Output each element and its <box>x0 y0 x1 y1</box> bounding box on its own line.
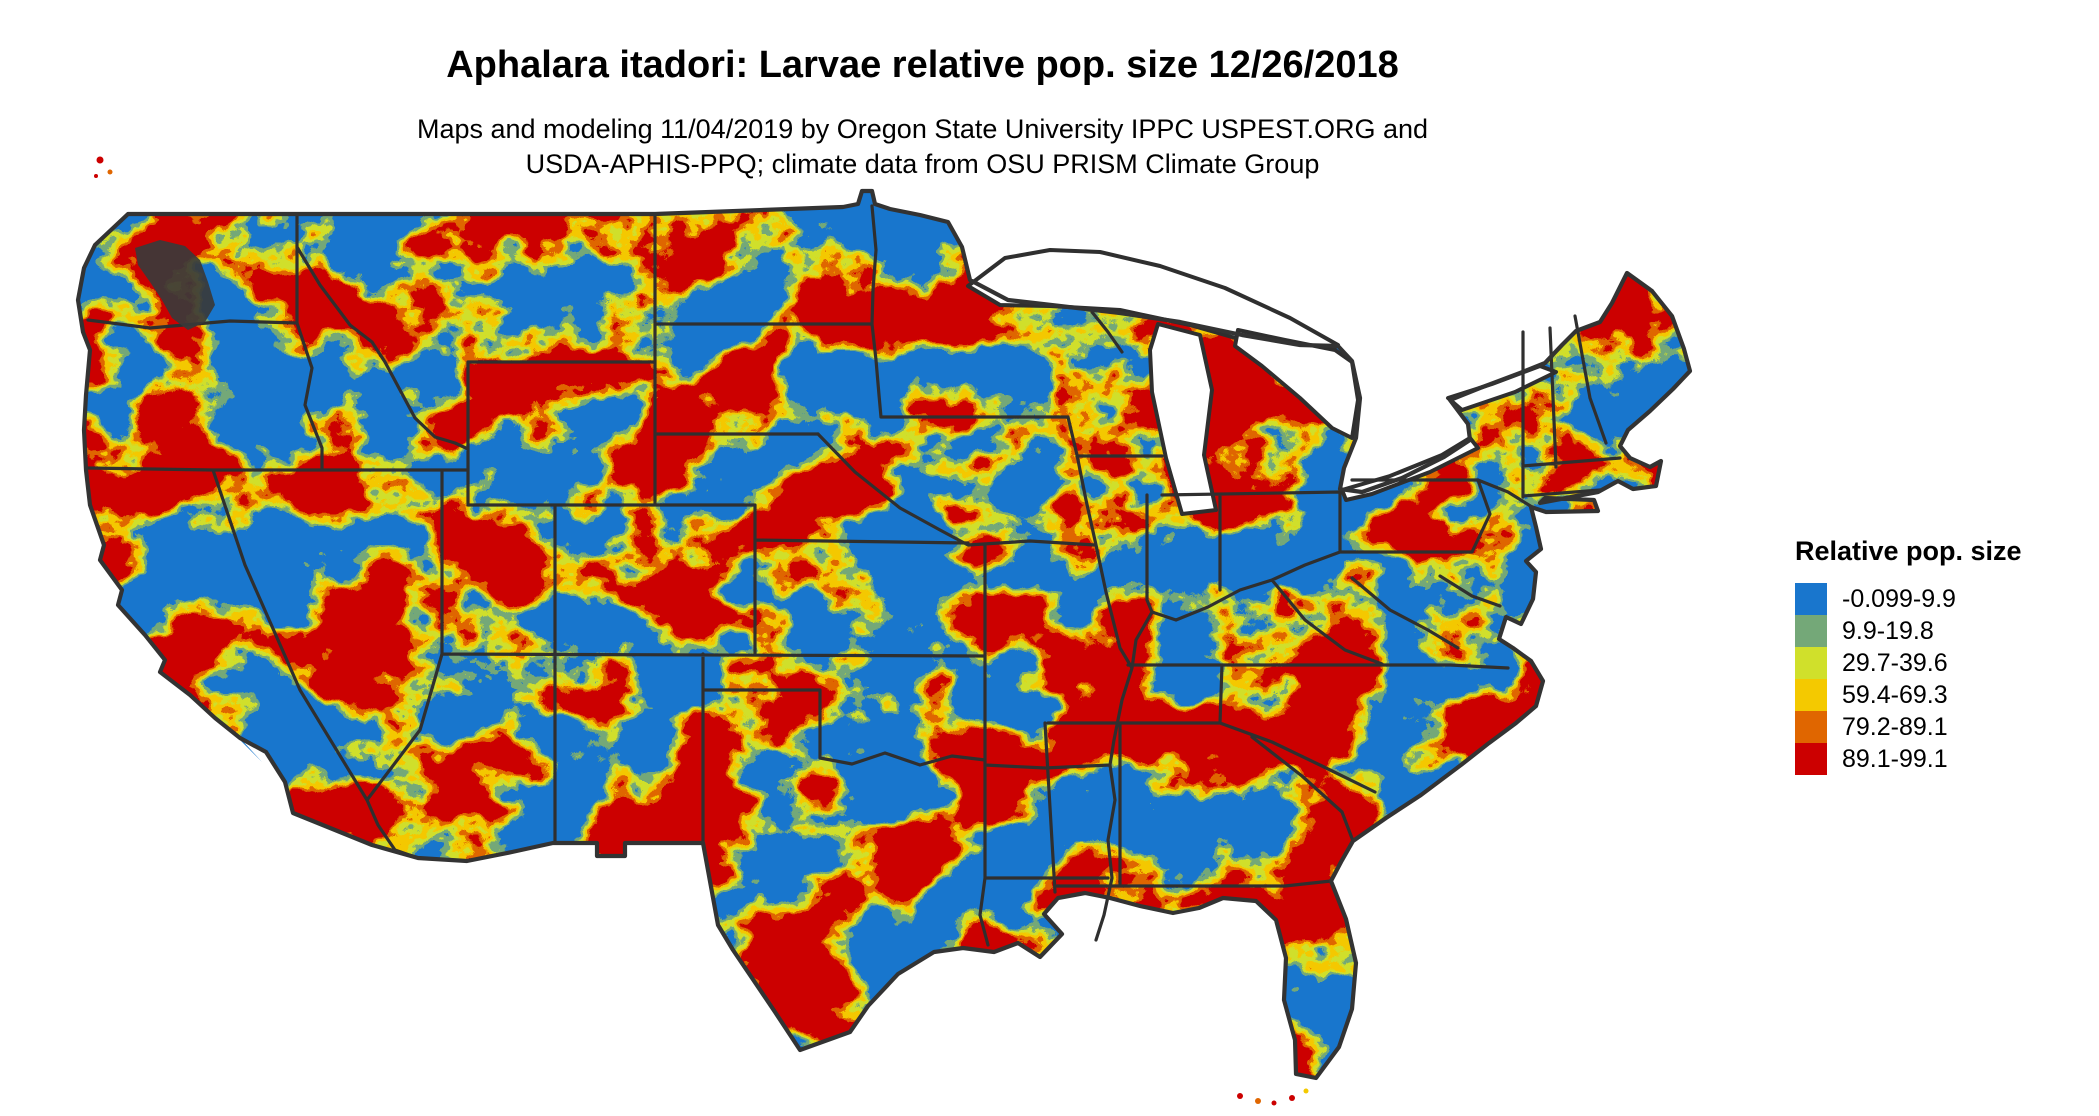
legend-label: 29.7-39.6 <box>1842 648 1948 677</box>
legend-swatch <box>1795 743 1827 775</box>
legend-swatch <box>1795 647 1827 679</box>
offshore-specks <box>94 156 1309 1106</box>
legend-label: 79.2-89.1 <box>1842 712 1948 741</box>
legend-swatch <box>1795 711 1827 743</box>
legend-swatch <box>1795 679 1827 711</box>
legend-label: 9.9-19.8 <box>1842 616 1934 645</box>
legend-item: 29.7-39.6 <box>1795 647 2022 679</box>
lake-michigan-shape <box>1148 322 1218 516</box>
legend-item: 79.2-89.1 <box>1795 711 2022 743</box>
legend-title: Relative pop. size <box>1795 536 2022 566</box>
puget-sound-area <box>135 240 215 330</box>
subtitle-line-1: Maps and modeling 11/04/2019 by Oregon S… <box>416 114 1429 144</box>
legend-label: 89.1-99.1 <box>1842 744 1948 773</box>
page-title: Aphalara itadori: Larvae relative pop. s… <box>446 44 1399 86</box>
legend: Relative pop. size -0.099-9.9 9.9-19.8 29.… <box>1795 536 2022 775</box>
us-outline <box>75 188 1693 1081</box>
legend-rows: -0.099-9.9 9.9-19.8 29.7-39.6 59.4-69.3 79.2… <box>1795 583 2022 775</box>
page-subtitle: Maps and modeling 11/04/2019 by Oregon S… <box>0 112 1845 182</box>
legend-item: 59.4-69.3 <box>1795 679 2022 711</box>
legend-swatch <box>1795 615 1827 647</box>
legend-item: 9.9-19.8 <box>1795 615 2022 647</box>
legend-item: -0.099-9.9 <box>1795 583 2022 615</box>
subtitle-line-2: USDA-APHIS-PPQ; climate data from OSU PR… <box>525 149 1320 179</box>
great-lakes <box>966 248 1558 516</box>
legend-label: -0.099-9.9 <box>1842 584 1956 613</box>
legend-label: 59.4-69.3 <box>1842 680 1948 709</box>
heatmap-raster <box>78 191 1690 1078</box>
legend-swatch <box>1795 583 1827 615</box>
legend-item: 89.1-99.1 <box>1795 743 2022 775</box>
lake-erie-shape <box>1340 436 1480 502</box>
